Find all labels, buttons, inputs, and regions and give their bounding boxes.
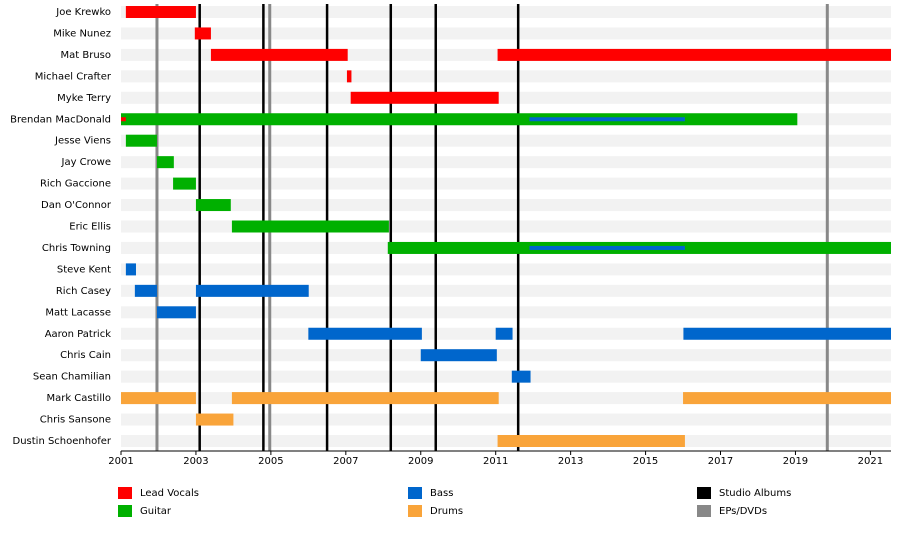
bar — [156, 156, 174, 169]
legend-swatch — [408, 487, 422, 499]
bar — [529, 117, 685, 122]
y-tick-label: Eric Ellis — [69, 222, 111, 233]
legend-swatch — [118, 505, 132, 517]
bar — [195, 284, 309, 297]
row-stripe — [121, 177, 891, 190]
bar — [529, 245, 685, 250]
row-stripe — [121, 27, 891, 40]
bar — [134, 284, 157, 297]
row-stripe — [121, 134, 891, 147]
legend-label: Studio Albums — [719, 488, 791, 499]
y-tick-label: Steve Kent — [57, 264, 111, 275]
row-stripe — [121, 6, 891, 18]
y-tick-label: Brendan MacDonald — [10, 114, 111, 125]
y-tick-label: Jay Crowe — [61, 157, 112, 168]
x-tick-label: 2009 — [408, 456, 433, 467]
y-tick-label: Chris Towning — [42, 243, 111, 254]
y-tick-label: Dan O'Connor — [41, 200, 112, 211]
bar — [231, 220, 389, 233]
y-tick-label: Dustin Schoenhofer — [13, 436, 112, 447]
bar — [346, 70, 352, 83]
y-tick-label: Joe Krewko — [55, 7, 111, 18]
bar — [121, 117, 126, 122]
row-stripe — [121, 91, 891, 104]
bar — [497, 435, 685, 447]
bar — [495, 327, 513, 340]
bar — [420, 349, 497, 362]
bar — [121, 392, 196, 405]
legend-swatch — [697, 505, 711, 517]
x-tick-label: 2015 — [633, 456, 658, 467]
bar — [683, 392, 891, 405]
row-stripe — [121, 349, 891, 362]
y-tick-label: Rich Casey — [56, 286, 111, 297]
y-tick-label: Myke Terry — [57, 93, 111, 104]
y-tick-label: Aaron Patrick — [45, 329, 112, 340]
row-stripe — [121, 306, 891, 319]
x-tick-label: 2013 — [558, 456, 583, 467]
y-tick-label: Mike Nunez — [53, 28, 111, 39]
row-stripe — [121, 70, 891, 83]
bar — [195, 199, 231, 212]
bar — [350, 91, 499, 104]
y-tick-label: Mark Castillo — [46, 393, 111, 404]
x-tick-label: 2007 — [333, 456, 358, 467]
bar — [195, 413, 234, 426]
row-stripe — [121, 284, 891, 297]
y-tick-label: Chris Sansone — [40, 415, 111, 426]
bar — [308, 327, 422, 340]
bar — [156, 306, 196, 319]
y-tick-label: Chris Cain — [60, 350, 111, 361]
row-stripe — [121, 413, 891, 426]
bar — [210, 48, 348, 61]
legend-swatch — [408, 505, 422, 517]
bar — [125, 263, 136, 276]
legend-label: Guitar — [140, 506, 172, 517]
x-tick-label: 2021 — [858, 456, 883, 467]
row-stripe — [121, 199, 891, 212]
y-tick-label: Matt Lacasse — [45, 307, 111, 318]
bar — [194, 27, 211, 40]
row-stripe — [121, 370, 891, 383]
x-tick-label: 2017 — [708, 456, 733, 467]
bar — [683, 327, 891, 340]
row-stripe — [121, 263, 891, 276]
legend-label: Lead Vocals — [140, 488, 199, 499]
row-stripe — [121, 156, 891, 169]
x-tick-label: 2005 — [258, 456, 283, 467]
bar — [125, 134, 157, 147]
bar — [121, 113, 798, 126]
x-tick-label: 2019 — [783, 456, 808, 467]
legend-label: Drums — [430, 506, 463, 517]
y-tick-label: Michael Crafter — [35, 71, 112, 82]
y-tick-label: Rich Gaccione — [40, 179, 111, 190]
x-tick-label: 2003 — [183, 456, 208, 467]
y-tick-label: Mat Bruso — [61, 50, 112, 61]
bar — [231, 392, 499, 405]
legend-swatch — [697, 487, 711, 499]
bar — [125, 6, 196, 18]
y-tick-label: Jesse Viens — [54, 136, 111, 147]
bar — [173, 177, 196, 190]
legend-label: EPs/DVDs — [719, 506, 767, 517]
legend-label: Bass — [430, 488, 453, 499]
x-tick-label: 2001 — [108, 456, 133, 467]
bar — [511, 370, 531, 383]
legend-swatch — [118, 487, 132, 499]
bar — [497, 48, 891, 61]
x-tick-label: 2011 — [483, 456, 508, 467]
y-tick-label: Sean Chamilian — [33, 372, 111, 383]
